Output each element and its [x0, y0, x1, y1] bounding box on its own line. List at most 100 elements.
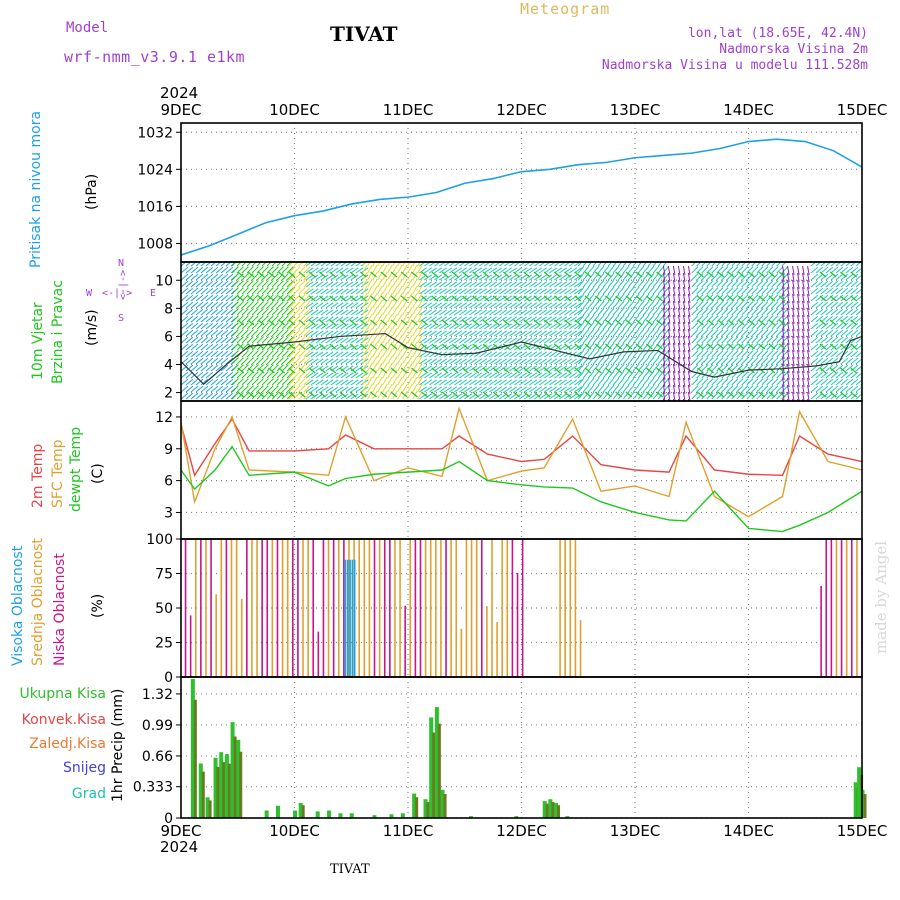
wind-barb	[402, 313, 408, 323]
wind-barb	[451, 391, 459, 398]
wind-barb	[195, 294, 204, 302]
wind-barb	[845, 262, 852, 267]
wind-barb	[397, 376, 403, 386]
wind-barb	[736, 357, 744, 365]
wind-barb	[711, 287, 719, 295]
wind-barb	[642, 335, 650, 344]
wind-barb	[246, 287, 254, 295]
wind-barb	[431, 343, 439, 350]
wind-barb	[766, 357, 774, 365]
wind-barb	[335, 309, 344, 316]
wind-barb	[195, 280, 204, 288]
wind-barb	[308, 295, 316, 302]
wind-barb	[225, 364, 234, 372]
wind-barb	[592, 265, 600, 274]
wind-barb	[308, 391, 316, 398]
wind-barb	[225, 273, 234, 281]
wind-barb	[489, 309, 498, 316]
wind-barb	[419, 323, 428, 330]
wind-barb	[350, 351, 359, 358]
wind-barb	[350, 274, 359, 281]
wind-barb	[350, 372, 359, 379]
wind-barb	[251, 301, 259, 309]
wind-barb	[574, 379, 583, 386]
wind-barb	[355, 323, 364, 330]
wind-barb	[504, 358, 513, 365]
wind-barb	[549, 262, 556, 267]
wind-barb	[246, 371, 254, 379]
wind-barb	[185, 294, 194, 302]
wind-barb	[597, 377, 605, 386]
wind-barb	[215, 266, 224, 274]
wind-barb	[787, 286, 790, 296]
wind-barb	[407, 334, 413, 344]
wind-barb	[647, 349, 655, 358]
wind-barb	[559, 262, 566, 267]
wind-barb	[200, 308, 209, 316]
wind-barb	[449, 274, 458, 281]
wind-barb	[771, 287, 779, 295]
wind-barb	[549, 309, 558, 316]
wind-barb	[459, 281, 468, 288]
wind-barb	[320, 288, 329, 295]
wind-barb	[210, 266, 219, 274]
wind-barb	[256, 301, 264, 309]
wind-barb	[367, 299, 373, 309]
wind-barb	[691, 378, 699, 386]
wind-barb	[672, 377, 676, 387]
wind-barb	[372, 278, 378, 288]
wind-barb	[293, 385, 301, 393]
wind-barb	[717, 271, 725, 278]
y-tick-label-cloud: 0	[164, 670, 173, 686]
wind-barb	[736, 371, 744, 379]
wind-barb	[407, 292, 413, 302]
wind-barb	[569, 267, 578, 274]
wind-barb	[181, 378, 189, 386]
wind-barb	[825, 357, 834, 365]
wind-barb	[330, 372, 339, 379]
wind-barb	[281, 280, 289, 288]
wind-barb	[672, 279, 676, 289]
wind-barb	[372, 341, 378, 351]
wind-barb	[514, 309, 523, 316]
wind-barb	[504, 386, 513, 393]
wind-barb	[459, 379, 468, 386]
wind-barb	[807, 342, 810, 352]
wind-barb	[607, 377, 615, 386]
wind-barb	[711, 385, 719, 393]
wind-barb	[479, 309, 488, 316]
wind-barb	[539, 330, 548, 337]
wind-barb	[701, 336, 709, 344]
wind-barb	[431, 295, 439, 302]
wind-barb	[825, 392, 834, 400]
wind-barb	[424, 386, 433, 393]
wind-barb	[559, 330, 568, 337]
wind-barb	[592, 300, 600, 309]
wind-barb	[464, 337, 473, 344]
wind-barb	[597, 384, 605, 393]
wind-barb	[276, 357, 284, 365]
wind-barb	[845, 273, 854, 281]
wind-barb	[319, 367, 326, 374]
wind-barb	[682, 342, 686, 352]
wind-barb	[434, 262, 441, 267]
wind-barb	[662, 377, 666, 387]
dewpt-line	[180, 445, 863, 533]
wind-barb	[293, 266, 301, 274]
wind-barb	[776, 385, 784, 393]
wind-barb	[181, 336, 189, 344]
wind-barb	[524, 372, 533, 379]
wind-barb	[687, 356, 691, 366]
precip-bar-total	[293, 810, 297, 818]
wind-barb	[424, 262, 431, 267]
wind-barb	[444, 358, 453, 365]
wind-barb	[768, 343, 776, 350]
wind-barb	[797, 370, 800, 380]
wind-barb	[444, 365, 453, 372]
wind-barb	[706, 287, 714, 295]
wind-barb	[647, 384, 655, 393]
wind-barb	[627, 293, 635, 302]
wind-barb	[781, 357, 789, 365]
wind-barb	[544, 393, 553, 400]
wind-barb	[761, 392, 769, 400]
